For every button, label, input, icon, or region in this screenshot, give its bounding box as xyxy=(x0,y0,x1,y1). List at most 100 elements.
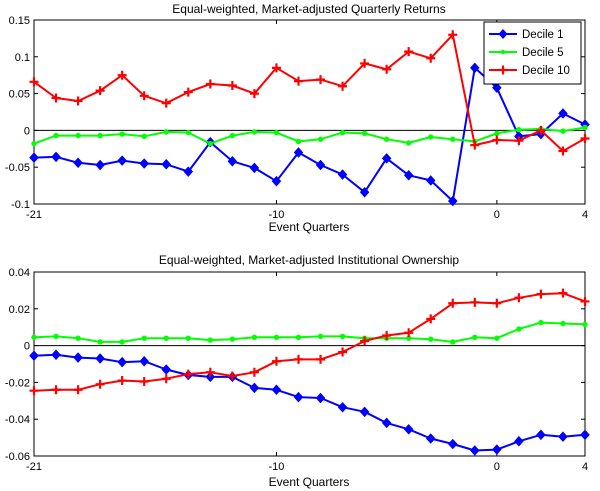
returns-xtick-label: 4 xyxy=(582,209,588,221)
returns-point-decile-1 xyxy=(315,159,326,171)
ownership-point-decile-10 xyxy=(338,347,348,357)
ownership-point-decile-1 xyxy=(139,355,150,367)
returns-point-decile-5 xyxy=(339,129,346,136)
ownership-ytick-label: -0.06 xyxy=(5,451,30,463)
ownership-point-decile-10 xyxy=(316,354,326,364)
ownership-point-decile-1 xyxy=(425,433,436,444)
returns-point-decile-5 xyxy=(185,129,191,136)
ownership-point-decile-5 xyxy=(31,334,37,341)
returns-point-decile-10 xyxy=(426,53,436,63)
ownership-point-decile-1 xyxy=(558,431,568,443)
ownership-point-decile-10 xyxy=(117,376,127,386)
ownership-point-decile-1 xyxy=(205,371,216,383)
returns-series-line-decile-5 xyxy=(33,126,586,145)
returns-point-decile-1 xyxy=(117,155,127,166)
ownership-point-decile-10 xyxy=(205,367,215,377)
legend-label-decile-10: Decile 10 xyxy=(522,65,570,77)
returns-point-decile-10 xyxy=(316,75,326,85)
ownership-point-decile-5 xyxy=(141,335,147,341)
returns-point-decile-10 xyxy=(338,81,348,91)
returns-point-decile-10 xyxy=(536,125,546,135)
ownership-point-decile-1 xyxy=(315,392,326,404)
ownership-point-decile-10 xyxy=(580,296,590,306)
legend-label-decile-5: Decile 5 xyxy=(522,47,564,59)
returns-point-decile-5 xyxy=(119,131,125,137)
returns-point-decile-1 xyxy=(337,169,348,180)
returns-point-decile-10 xyxy=(558,146,568,156)
returns-point-decile-5 xyxy=(560,128,566,134)
ownership-point-decile-5 xyxy=(207,337,214,343)
ownership-chart-title: Equal-weighted, Market-adjusted Institut… xyxy=(159,253,459,267)
returns-point-decile-10 xyxy=(73,96,83,106)
returns-point-decile-10 xyxy=(382,64,392,74)
ownership-point-decile-5 xyxy=(251,334,258,341)
ownership-point-decile-10 xyxy=(360,336,370,346)
returns-point-decile-5 xyxy=(361,130,368,137)
returns-point-decile-5 xyxy=(273,129,280,136)
returns-ytick-label: 0 xyxy=(24,125,30,137)
returns-chart-xlabel: Event Quarters xyxy=(269,220,350,234)
returns-point-decile-1 xyxy=(29,152,39,164)
ownership-point-decile-5 xyxy=(185,335,191,341)
returns-chart-title: Equal-weighted, Market-adjusted Quarterl… xyxy=(172,2,445,16)
ownership-xtick-label: -10 xyxy=(268,461,284,473)
ownership-point-decile-10 xyxy=(470,297,480,307)
ownership-point-decile-1 xyxy=(359,406,370,418)
returns-point-decile-10 xyxy=(117,70,127,80)
returns-point-decile-5 xyxy=(383,136,390,142)
ownership-point-decile-10 xyxy=(492,298,502,308)
returns-point-decile-5 xyxy=(53,132,59,139)
ownership-point-decile-10 xyxy=(426,314,436,324)
ownership-point-decile-1 xyxy=(536,429,546,441)
ownership-point-decile-10 xyxy=(51,385,61,395)
returns-point-decile-10 xyxy=(95,86,105,96)
ownership-point-decile-1 xyxy=(73,352,83,363)
returns-point-decile-5 xyxy=(141,133,147,139)
returns-point-decile-10 xyxy=(227,81,237,91)
ownership-point-decile-1 xyxy=(117,356,127,368)
returns-ytick-label: 0.15 xyxy=(9,15,30,27)
returns-point-decile-5 xyxy=(229,132,236,139)
returns-point-decile-5 xyxy=(75,132,81,139)
ownership-point-decile-5 xyxy=(163,335,169,341)
ownership-point-decile-5 xyxy=(75,335,81,341)
ownership-point-decile-10 xyxy=(227,371,237,381)
ownership-point-decile-5 xyxy=(472,334,478,341)
ownership-point-decile-10 xyxy=(161,374,171,384)
returns-point-decile-5 xyxy=(405,140,412,146)
returns-point-decile-1 xyxy=(227,155,238,167)
ownership-xtick-label: 0 xyxy=(494,461,500,473)
ownership-point-decile-1 xyxy=(580,429,590,441)
ownership-point-decile-5 xyxy=(494,335,500,341)
ownership-point-decile-5 xyxy=(428,336,434,342)
ownership-point-decile-1 xyxy=(469,445,480,456)
returns-ytick-label: -0.1 xyxy=(11,199,30,211)
ownership-chart-xlabel: Event Quarters xyxy=(269,475,350,489)
returns-point-decile-5 xyxy=(295,138,302,145)
ownership-point-decile-5 xyxy=(229,336,236,342)
ownership-point-decile-10 xyxy=(271,356,281,366)
ownership-ytick-label: 0.04 xyxy=(9,267,30,279)
ownership-ytick-label: -0.02 xyxy=(5,377,30,389)
returns-point-decile-5 xyxy=(251,129,258,135)
returns-point-decile-5 xyxy=(207,140,214,147)
ownership-point-decile-10 xyxy=(139,376,149,386)
ownership-point-decile-1 xyxy=(337,401,348,413)
returns-point-decile-5 xyxy=(428,134,434,140)
ownership-point-decile-5 xyxy=(119,339,125,345)
returns-ytick-label: 0.1 xyxy=(15,52,30,64)
ownership-ytick-label: 0.02 xyxy=(9,304,30,316)
returns-point-decile-1 xyxy=(161,158,172,170)
ownership-ytick-label: 0 xyxy=(24,341,30,353)
ownership-point-decile-1 xyxy=(381,417,392,429)
ownership-point-decile-5 xyxy=(582,321,588,328)
returns-xtick-label: 0 xyxy=(494,209,500,221)
returns-point-decile-1 xyxy=(425,175,436,186)
ownership-point-decile-5 xyxy=(97,339,103,345)
returns-point-decile-10 xyxy=(580,133,590,143)
returns-point-decile-10 xyxy=(360,58,370,68)
returns-point-decile-5 xyxy=(450,136,456,142)
ownership-point-decile-10 xyxy=(73,385,83,395)
ownership-point-decile-10 xyxy=(382,330,392,340)
returns-point-decile-10 xyxy=(249,89,259,99)
